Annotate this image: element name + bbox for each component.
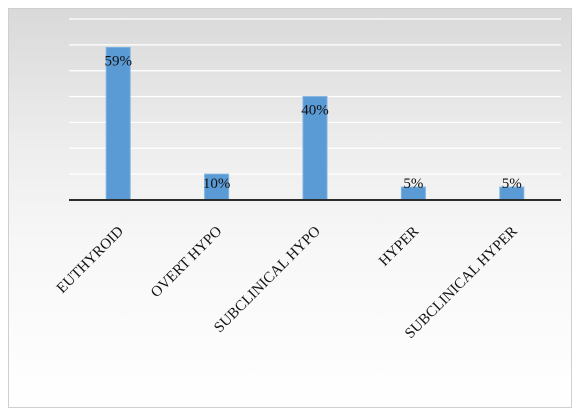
bar-overt-hypo [204,173,230,201]
category-label: SUBCLINICAL HYPER [402,224,520,342]
category-label: SUBCLINICAL HYPO [211,223,324,336]
data-labels: 59% 10% 40% 5% 5% [104,53,521,192]
data-label: 5% [502,176,522,192]
category-label: OVERT HYPO [148,223,225,300]
bar-subclinical-hypo [302,96,328,201]
data-label: 5% [403,176,423,192]
data-label: 10% [203,176,231,192]
category-label: HYPER [376,224,422,270]
data-label: 40% [301,103,329,119]
category-label: EUTHYROID [54,223,127,296]
bar-chart: 59%10%40%5% 5% EUTHYROID OVERT HYPOSUBCLIN… [54,18,561,342]
chart-area: 59% 10% 40% 5% 5% EUTHYROID OVERT HYPO SUBCLIN… [8,8,572,408]
data-label: 59% [104,53,132,69]
bar-euthyroid [105,46,131,201]
